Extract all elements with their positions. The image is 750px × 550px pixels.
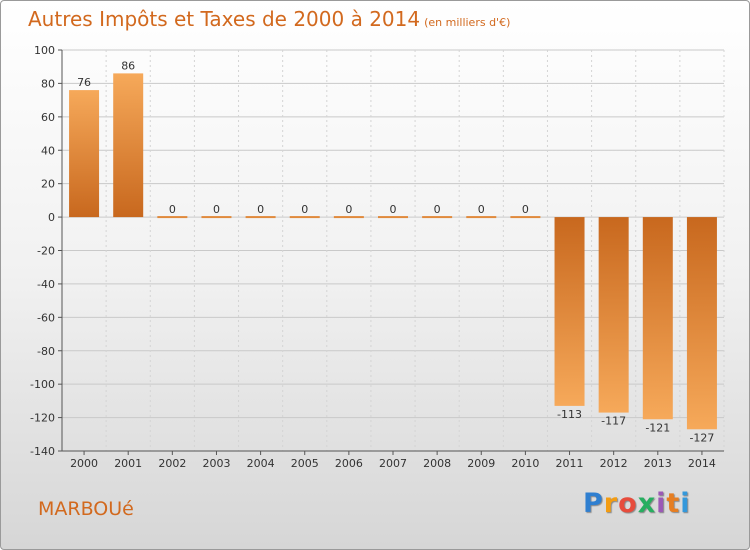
data-label-2009: 0 — [478, 203, 485, 216]
bar-2004 — [245, 216, 276, 219]
logo-letter: x — [637, 488, 657, 519]
y-tick-label: 40 — [41, 144, 55, 157]
x-tick-label-2014: 2014 — [688, 457, 716, 470]
bar-2010 — [510, 216, 541, 219]
data-label-2006: 0 — [345, 203, 352, 216]
x-tick-label-2002: 2002 — [158, 457, 186, 470]
data-label-2010: 0 — [522, 203, 529, 216]
x-tick-label-2007: 2007 — [379, 457, 407, 470]
data-label-2007: 0 — [390, 203, 397, 216]
logo-letter: i — [680, 488, 691, 519]
x-tick-label-2011: 2011 — [556, 457, 584, 470]
bar-2007 — [378, 216, 408, 219]
data-label-2011: -113 — [557, 408, 582, 421]
bar-2000 — [69, 90, 100, 218]
chart-title-text: Autres Impôts et Taxes de 2000 à 2014 — [28, 7, 421, 31]
data-label-2002: 0 — [169, 203, 176, 216]
y-tick-label: -140 — [30, 445, 55, 458]
bar-2014 — [686, 217, 717, 430]
y-tick-label: -40 — [37, 278, 55, 291]
bar-2013 — [642, 217, 673, 420]
bar-2003 — [201, 216, 232, 219]
x-tick-label-2010: 2010 — [511, 457, 539, 470]
x-tick-label-2003: 2003 — [202, 457, 230, 470]
x-tick-label-2006: 2006 — [335, 457, 363, 470]
bar-2005 — [289, 216, 320, 219]
x-tick-label-2012: 2012 — [600, 457, 628, 470]
logo-letter: i — [656, 488, 667, 519]
proxiti-logo[interactable]: Proxiti — [583, 488, 691, 519]
bar-2001 — [113, 73, 144, 218]
data-label-2008: 0 — [434, 203, 441, 216]
y-tick-label: 100 — [34, 44, 55, 57]
logo-letter: P — [583, 488, 604, 519]
x-tick-label-2013: 2013 — [644, 457, 672, 470]
y-tick-label: 20 — [41, 178, 55, 191]
bar-2012 — [598, 217, 629, 413]
x-tick-label-2005: 2005 — [291, 457, 319, 470]
logo-letter: o — [618, 488, 638, 519]
bars-layer — [69, 73, 717, 430]
bar-2002 — [157, 216, 188, 219]
x-tick-label-2000: 2000 — [70, 457, 98, 470]
y-tick-label: 0 — [48, 211, 55, 224]
y-tick-label: -80 — [37, 345, 55, 358]
data-label-2003: 0 — [213, 203, 220, 216]
bar-2006 — [333, 216, 364, 219]
logo-letter: r — [603, 488, 619, 519]
axis-layer: 100 80 60 40 20 0 -20 -40 -60 -80 -100 -120 -140 2000… — [30, 44, 724, 470]
data-label-2001: 86 — [121, 59, 135, 72]
chart-title: Autres Impôts et Taxes de 2000 à 2014 (en… — [28, 7, 510, 31]
data-label-2004: 0 — [257, 203, 264, 216]
data-label-2013: -121 — [645, 421, 670, 434]
x-tick-label-2008: 2008 — [423, 457, 451, 470]
bar-2009 — [466, 216, 497, 219]
y-tick-label: 60 — [41, 111, 55, 124]
y-tick-label: -60 — [37, 311, 55, 324]
logo-letter: t — [666, 488, 681, 519]
x-tick-label-2001: 2001 — [114, 457, 142, 470]
y-tick-label: -120 — [30, 412, 55, 425]
data-label-2012: -117 — [601, 415, 626, 428]
data-label-2000: 76 — [77, 76, 91, 89]
commune-name: MARBOUé — [38, 498, 134, 520]
y-tick-label: 80 — [41, 77, 55, 90]
data-label-2005: 0 — [301, 203, 308, 216]
bar-2011 — [554, 217, 585, 406]
chart-unit: (en milliers d'€) — [424, 16, 511, 29]
x-tick-label-2009: 2009 — [467, 457, 495, 470]
data-labels-layer: 76 86 0 0 0 0 0 0 0 0 0 -113 -117 -121 -127 — [77, 59, 714, 444]
y-tick-label: -20 — [37, 245, 55, 258]
x-tick-label-2004: 2004 — [247, 457, 275, 470]
y-tick-label: -100 — [30, 378, 55, 391]
data-label-2014: -127 — [689, 431, 714, 444]
bar-2008 — [422, 216, 453, 219]
